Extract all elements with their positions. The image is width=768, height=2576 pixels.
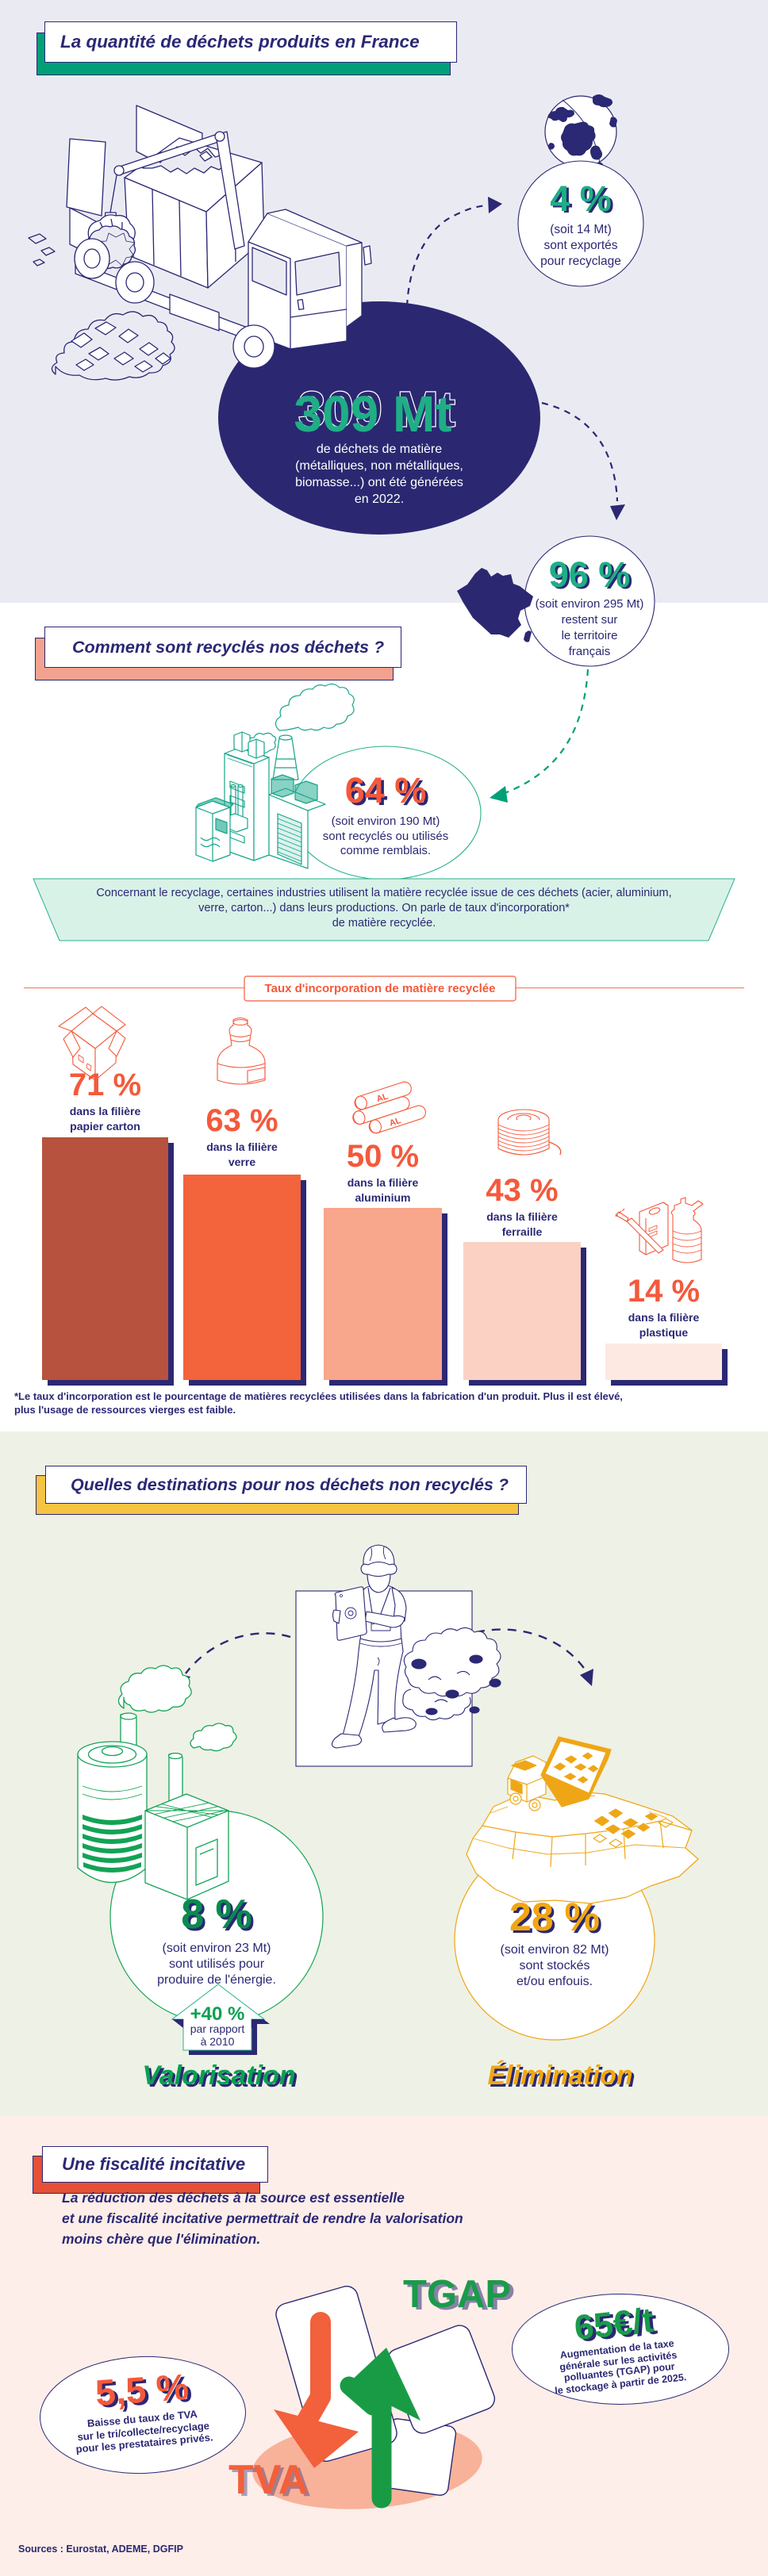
svg-text:AL: AL xyxy=(388,1116,402,1129)
svg-text:AL: AL xyxy=(375,1091,390,1104)
svg-text:309 Mt: 309 Mt xyxy=(294,385,451,443)
svg-text:à 2010: à 2010 xyxy=(201,2035,235,2048)
svg-text:309 Mt: 309 Mt xyxy=(298,381,455,438)
svg-text:+40 %: +40 % xyxy=(190,2003,245,2025)
svg-text:par rapport: par rapport xyxy=(190,2022,245,2035)
